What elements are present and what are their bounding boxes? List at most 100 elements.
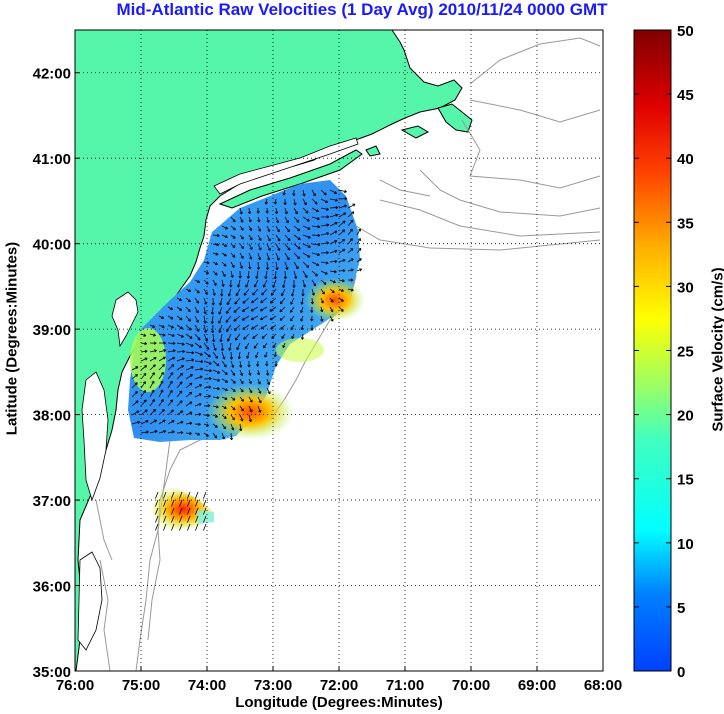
chesapeake-bay bbox=[81, 371, 109, 502]
velocity-arrowhead bbox=[231, 356, 234, 360]
velocity-arrowhead bbox=[335, 198, 338, 201]
velocity-arrowhead bbox=[293, 285, 296, 288]
velocity-arrow bbox=[185, 366, 194, 371]
velocity-arrowhead bbox=[267, 372, 270, 376]
velocity-arrow bbox=[211, 315, 214, 324]
velocity-arrow bbox=[221, 252, 227, 257]
velocity-arrowhead bbox=[317, 233, 321, 236]
velocity-arrow bbox=[320, 242, 329, 245]
velocity-arrowhead bbox=[161, 409, 165, 411]
velocity-arrow bbox=[248, 243, 253, 250]
velocity-arrowhead bbox=[316, 209, 319, 212]
velocity-arrow bbox=[221, 423, 226, 430]
velocity-arrow bbox=[194, 351, 203, 356]
velocity-arrowhead bbox=[281, 294, 284, 297]
colorbar-tick-label: 20 bbox=[677, 408, 694, 425]
velocity-arrow bbox=[275, 207, 278, 214]
velocity-arrow bbox=[261, 333, 268, 339]
velocity-arrow bbox=[329, 270, 337, 273]
velocity-arrowhead bbox=[342, 229, 345, 231]
velocity-arrow bbox=[284, 252, 290, 260]
velocity-arrowhead bbox=[290, 311, 293, 313]
velocity-arrowhead bbox=[349, 228, 353, 231]
velocity-arrow bbox=[158, 372, 164, 380]
velocity-arrow bbox=[282, 342, 286, 348]
velocity-arrow bbox=[140, 333, 147, 337]
velocity-arrow bbox=[149, 409, 156, 416]
velocity-arrow bbox=[185, 306, 191, 312]
x-tick-label: 75:00 bbox=[122, 677, 160, 694]
velocity-arrowhead bbox=[298, 237, 301, 240]
velocity-arrowhead bbox=[221, 293, 224, 297]
velocity-arrow bbox=[149, 389, 155, 398]
velocity-arrowhead bbox=[208, 377, 212, 379]
velocity-arrow bbox=[281, 333, 286, 339]
velocity-arrow bbox=[302, 198, 307, 206]
velocity-arrow bbox=[320, 207, 329, 210]
velocity-arrowhead bbox=[153, 333, 156, 336]
velocity-arrowhead bbox=[216, 252, 219, 255]
velocity-arrow bbox=[347, 258, 354, 263]
velocity-arrow bbox=[229, 342, 232, 351]
velocity-arrowhead bbox=[227, 339, 231, 342]
velocity-arrow bbox=[248, 396, 253, 403]
velocity-arrow bbox=[284, 261, 288, 270]
velocity-arrowhead bbox=[182, 342, 185, 345]
velocity-arrowhead bbox=[170, 372, 173, 374]
velocity-arrow bbox=[290, 297, 295, 305]
velocity-arrowhead bbox=[298, 256, 300, 259]
velocity-arrow bbox=[167, 420, 175, 425]
velocity-arrow bbox=[226, 297, 232, 305]
velocity-arrowhead bbox=[326, 261, 329, 264]
velocity-arrow bbox=[203, 432, 209, 437]
velocity-arrowhead bbox=[250, 419, 252, 422]
velocity-arrowhead bbox=[312, 301, 314, 305]
velocity-arrow bbox=[221, 234, 228, 238]
velocity-arrowhead bbox=[232, 275, 234, 278]
velocity-arrow bbox=[219, 297, 223, 306]
velocity-arrowhead bbox=[333, 290, 335, 293]
velocity-arrowhead bbox=[181, 326, 183, 329]
velocity-arrow bbox=[279, 306, 286, 313]
velocity-arrow bbox=[179, 515, 183, 523]
velocity-arrow bbox=[203, 395, 211, 398]
velocity-arrowhead bbox=[209, 354, 211, 357]
velocity-arrow bbox=[265, 270, 268, 279]
velocity-arrow bbox=[356, 238, 361, 245]
velocity-arrowhead bbox=[179, 390, 182, 393]
velocity-arrow bbox=[270, 297, 277, 304]
velocity-arrow bbox=[320, 189, 327, 196]
velocity-arrow bbox=[230, 216, 236, 223]
velocity-arrowhead bbox=[216, 395, 220, 399]
velocity-arrow bbox=[272, 342, 277, 348]
velocity-arrow bbox=[195, 499, 199, 507]
velocity-arrow bbox=[251, 315, 259, 320]
velocity-arrow bbox=[329, 279, 336, 283]
velocity-arrow bbox=[203, 515, 207, 523]
velocity-arrowhead bbox=[225, 388, 228, 391]
grid-lines bbox=[75, 30, 603, 671]
velocity-arrow bbox=[176, 306, 182, 311]
velocity-arrow bbox=[248, 234, 253, 241]
x-tick-label: 69:00 bbox=[518, 677, 556, 694]
velocity-arrowhead bbox=[307, 218, 310, 222]
velocity-arrow bbox=[284, 207, 288, 215]
long-island-sound bbox=[213, 137, 359, 195]
velocity-arrowhead bbox=[236, 294, 239, 297]
velocity-arrowhead bbox=[234, 380, 236, 384]
velocity-arrow bbox=[274, 198, 277, 205]
velocity-arrow bbox=[293, 252, 300, 260]
velocity-arrow bbox=[203, 386, 211, 389]
velocity-arrow bbox=[131, 382, 138, 389]
velocity-arrow bbox=[212, 360, 220, 367]
velocity-arrow bbox=[280, 324, 286, 330]
velocity-arrowhead bbox=[286, 211, 288, 215]
velocity-arrow bbox=[185, 401, 192, 407]
velocity-arrow bbox=[347, 269, 354, 272]
velocity-arrow bbox=[212, 405, 219, 408]
velocity-arrowhead bbox=[170, 409, 174, 411]
velocity-arrow bbox=[338, 288, 344, 292]
velocity-arrow bbox=[320, 270, 328, 275]
velocity-arrow bbox=[194, 324, 200, 332]
velocity-arrowhead bbox=[308, 244, 311, 248]
